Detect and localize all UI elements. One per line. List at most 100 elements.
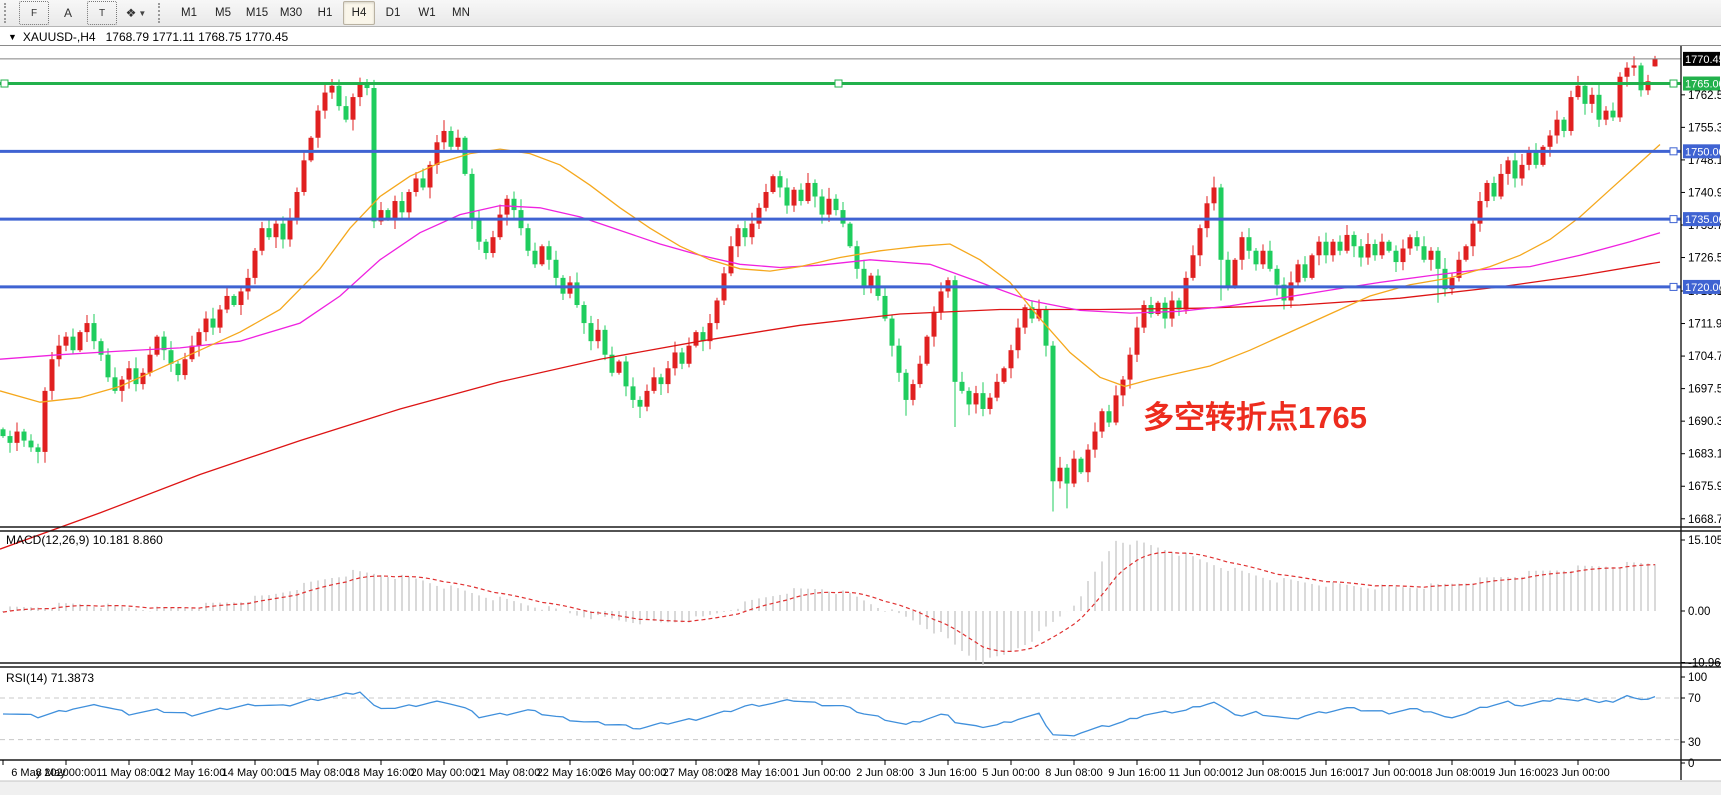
candle-bullish (322, 92, 328, 111)
candle-bearish (840, 210, 846, 224)
candle-bearish (112, 377, 118, 391)
candle-bullish (196, 332, 202, 346)
timeframe-button-m15[interactable]: M15 (245, 7, 269, 19)
hline-handle-right-1735[interactable] (1669, 215, 1678, 224)
hline-handle-right-1765[interactable] (1669, 79, 1678, 88)
text-label-icon[interactable]: A (63, 6, 72, 20)
candle-bullish (924, 336, 930, 364)
timeframe-button-h1[interactable]: H1 (317, 7, 333, 19)
candle-bearish (28, 440, 34, 448)
candle-bearish (1372, 243, 1378, 256)
candle-bearish (553, 259, 559, 278)
candle-bullish (1407, 237, 1413, 249)
date-label: 2 Jun 08:00 (856, 767, 914, 779)
candle-bullish (728, 246, 734, 274)
candle-bearish (980, 393, 986, 409)
chart-plot-area[interactable]: 1762.501755.301748.101740.901733.701726.… (0, 46, 1721, 795)
candle-bullish (686, 345, 692, 364)
toolbar: F A T ❖ ▼ M1 M5 M15 M30 H1 H4 D1 W1 MN (0, 0, 1721, 27)
price-tick-label: 1697.50 (1688, 384, 1721, 396)
candle-bearish (602, 329, 608, 355)
candle-bearish (483, 241, 489, 254)
ma-fast-orange (0, 144, 1661, 403)
candle-bullish (1239, 237, 1245, 260)
candle-bearish (546, 246, 552, 260)
date-label: 21 May 08:00 (474, 767, 541, 779)
candle-bearish (1267, 250, 1273, 269)
date-label: 12 Jun 08:00 (1231, 767, 1295, 779)
hline-handle-right-1750[interactable] (1669, 147, 1678, 156)
candle-bullish (42, 390, 48, 452)
candle-bullish (1330, 241, 1336, 256)
candle-bearish (364, 83, 370, 89)
candle-bullish (987, 397, 993, 409)
timeframe-button-m5[interactable]: M5 (215, 7, 231, 19)
timeframe-button-w1[interactable]: W1 (418, 7, 436, 19)
candle-bullish (665, 368, 671, 385)
price-tick-label: 1668.70 (1688, 514, 1721, 526)
candle-bullish (1547, 135, 1553, 147)
candle-bearish (833, 198, 839, 211)
candle-bullish (455, 137, 461, 147)
candle-bearish (1386, 241, 1392, 251)
candle-bearish (210, 318, 216, 328)
candle-bearish (889, 318, 895, 346)
candle-bearish (742, 228, 748, 238)
candle-bullish (1554, 119, 1560, 136)
candle-bearish (882, 295, 888, 319)
candle-bullish (294, 191, 300, 220)
timeframe-button-h4[interactable]: H4 (343, 1, 375, 25)
date-label: 14 May 00:00 (222, 767, 289, 779)
chart-properties-icon[interactable]: F (19, 1, 49, 25)
price-tick-label: 1726.50 (1688, 253, 1721, 265)
candle-bullish (217, 309, 223, 328)
candle-bearish (1358, 246, 1364, 258)
candle-bullish (14, 431, 20, 443)
chart-menu-icon[interactable]: ▼ (8, 31, 17, 42)
candle-bullish (392, 201, 398, 220)
candle-bullish (917, 363, 923, 385)
candle-bearish (133, 368, 139, 385)
candle-bullish (357, 83, 363, 98)
candle-bullish (245, 277, 251, 292)
price-tick-label: 1675.90 (1688, 481, 1721, 493)
candle-bullish (763, 191, 769, 208)
rsi-level-label: 30 (1688, 737, 1701, 749)
candle-bearish (588, 323, 594, 342)
hline-handle-mid-1765[interactable] (834, 79, 843, 88)
timeframe-button-mn[interactable]: MN (452, 7, 470, 19)
candle-bullish (1204, 203, 1210, 229)
toolbar-grip[interactable] (4, 3, 14, 23)
objects-icon[interactable]: ❖ ▼ (119, 1, 153, 25)
candle-bullish (1232, 259, 1238, 287)
hline-handle-right-1720[interactable] (1669, 282, 1678, 291)
date-label: 15 May 08:00 (285, 767, 352, 779)
timeframe-button-d1[interactable]: D1 (385, 7, 401, 19)
candle-bullish (973, 393, 979, 405)
candle-bearish (1561, 119, 1567, 131)
candle-bearish (1029, 307, 1035, 319)
candle-bearish (896, 345, 902, 373)
candle-bearish (819, 196, 825, 215)
candle-bullish (1631, 65, 1637, 68)
date-label: 15 Jun 16:00 (1294, 767, 1358, 779)
text-annotation-1765[interactable]: 多空转折点1765 (1143, 400, 1367, 435)
candle-bullish (1344, 234, 1350, 251)
toolbar-grip-2[interactable] (158, 3, 168, 23)
candle-bullish (1540, 146, 1546, 165)
timeframe-button-m30[interactable]: M30 (279, 7, 303, 19)
candle-bullish (910, 384, 916, 400)
hline-handle-left-1765[interactable] (0, 79, 9, 88)
candle-bullish (616, 361, 622, 373)
candle-bearish (1421, 246, 1427, 260)
timeframe-button-m1[interactable]: M1 (181, 7, 197, 19)
candle-bearish (812, 182, 818, 197)
candle-bullish (1449, 277, 1455, 290)
candle-bullish (182, 359, 188, 376)
candle-bullish (378, 210, 384, 222)
rsi-panel-label: RSI(14) 71.3873 (6, 671, 94, 685)
candle-bullish (1505, 160, 1511, 174)
text-box-icon[interactable]: T (87, 1, 117, 25)
candle-bullish (406, 191, 412, 213)
